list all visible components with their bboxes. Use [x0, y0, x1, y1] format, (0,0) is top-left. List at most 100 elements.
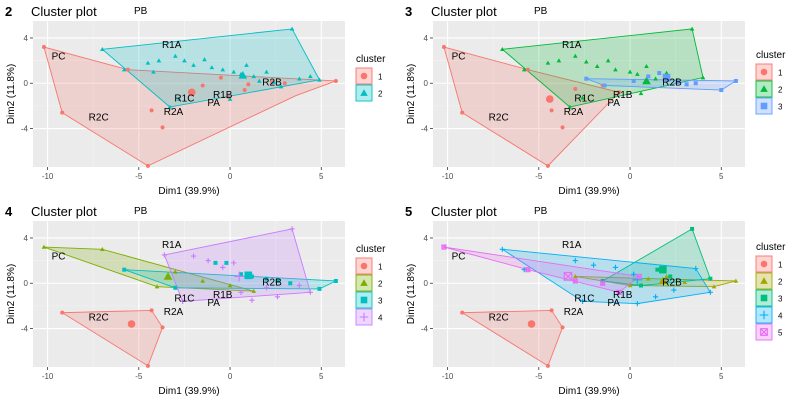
sample-label: PC — [452, 251, 466, 262]
legend-label: 1 — [778, 69, 783, 78]
cluster-hull-1 — [443, 46, 620, 167]
data-point-cluster-3 — [675, 80, 680, 85]
x-tick-label: 0 — [228, 372, 233, 381]
legend-item-2: 2 — [755, 80, 783, 98]
data-point-cluster-2 — [220, 67, 226, 72]
data-point-cluster-2 — [594, 63, 600, 68]
data-point-cluster-2 — [154, 284, 160, 289]
data-point-cluster-1 — [282, 81, 287, 86]
data-point-cluster-4 — [231, 260, 237, 266]
legend-item-1: 1 — [355, 257, 383, 275]
data-point-cluster-2 — [573, 274, 578, 279]
y-axis-title: Dim2 (11.8%) — [6, 64, 17, 124]
data-point-cluster-2 — [202, 57, 207, 62]
sample-label: R2B — [262, 78, 282, 89]
data-point-cluster-2 — [278, 84, 284, 89]
cluster-centroid-2 — [642, 76, 651, 85]
legend-key-marker — [760, 102, 768, 110]
y-tick-label: 4 — [24, 34, 29, 43]
data-point-cluster-5 — [616, 289, 622, 295]
panel-label: 4 — [5, 204, 13, 219]
data-point-cluster-1 — [60, 110, 65, 115]
data-point-cluster-4 — [205, 258, 211, 264]
sample-label: PC — [52, 251, 66, 262]
legend-key-marker — [760, 277, 768, 284]
x-tick-label: -5 — [535, 172, 543, 181]
legend-key-marker — [760, 68, 768, 76]
data-point-cluster-1 — [41, 45, 46, 50]
data-point-cluster-1 — [145, 163, 150, 168]
sample-label: R1B — [213, 90, 233, 101]
data-point-cluster-3 — [708, 276, 713, 281]
legend-item-4: 4 — [355, 308, 383, 326]
panel-label: 3 — [405, 4, 412, 19]
y-tick-label: -4 — [421, 325, 429, 334]
data-point-cluster-4 — [707, 289, 713, 295]
cluster-plot-panel-2: 2 Cluster plot -10 -5 0 5 -4 0 4 PB R1A PC R2C R2A R1C… — [5, 4, 386, 197]
data-point-cluster-2 — [176, 96, 182, 101]
data-point-cluster-1 — [226, 94, 231, 99]
panel-label: 2 — [5, 4, 12, 19]
plot-title: Cluster plot — [431, 4, 497, 19]
data-point-cluster-3 — [317, 286, 322, 291]
y-axis-title: Dim2 (11.8%) — [6, 264, 17, 324]
legend-item-3: 3 — [355, 291, 383, 309]
data-point-cluster-3 — [213, 260, 218, 265]
data-point-cluster-2 — [627, 283, 633, 288]
legend-title: cluster — [356, 244, 386, 255]
data-point-cluster-3 — [719, 88, 724, 93]
legend-item-4: 4 — [755, 306, 783, 324]
data-point-cluster-2 — [251, 288, 257, 293]
data-point-cluster-2 — [156, 58, 162, 63]
legend-item-2: 2 — [355, 274, 383, 292]
legend-key-marker — [759, 310, 769, 320]
y-axis-title: Dim2 (11.8%) — [406, 64, 417, 124]
x-tick-label: 5 — [719, 372, 724, 381]
data-point-cluster-4 — [499, 246, 505, 252]
sample-label: PA — [607, 298, 620, 309]
cluster-centroid-3 — [662, 73, 671, 82]
sample-label: R1C — [574, 93, 594, 104]
x-tick-label: 5 — [719, 172, 724, 181]
sample-label: PC — [452, 51, 466, 62]
data-point-cluster-1 — [149, 308, 154, 313]
data-point-cluster-3 — [646, 74, 651, 79]
data-point-cluster-3 — [122, 267, 127, 272]
x-axis-title: Dim1 (39.9%) — [158, 186, 219, 197]
x-tick-label: 0 — [628, 372, 633, 381]
legend-item-3: 3 — [755, 97, 783, 115]
cluster-centroid-3 — [659, 265, 667, 274]
data-point-cluster-4 — [180, 298, 186, 304]
data-point-cluster-4 — [580, 298, 586, 304]
data-point-cluster-2 — [41, 244, 47, 249]
x-tick-label: 0 — [628, 172, 633, 181]
data-point-cluster-5 — [572, 278, 578, 284]
x-tick-label: 5 — [319, 372, 324, 381]
sample-label: R1A — [562, 240, 582, 251]
data-point-cluster-5 — [636, 273, 642, 280]
data-point-cluster-2 — [638, 91, 644, 96]
data-point-cluster-3 — [239, 272, 243, 277]
data-point-cluster-4 — [220, 264, 226, 271]
x-tick-label: -5 — [535, 372, 543, 381]
data-point-cluster-3 — [690, 226, 695, 231]
data-point-cluster-2 — [545, 60, 551, 65]
data-point-cluster-4 — [289, 226, 295, 232]
legend-label: 3 — [378, 297, 383, 306]
data-point-cluster-3 — [333, 278, 338, 283]
data-point-cluster-2 — [182, 58, 187, 63]
y-tick-label: 4 — [424, 34, 429, 43]
sample-label: R2C — [89, 113, 109, 124]
data-point-cluster-4 — [631, 271, 637, 277]
sample-label: R2A — [564, 307, 584, 318]
legend-item-2: 2 — [355, 84, 383, 102]
sample-label: R1A — [162, 40, 182, 51]
data-point-cluster-2 — [297, 76, 302, 81]
sample-label: R1B — [613, 90, 633, 101]
data-point-cluster-3 — [684, 82, 689, 87]
legend-label: 5 — [778, 329, 783, 338]
panel-label: 5 — [405, 204, 412, 219]
legend-key-marker — [760, 85, 768, 92]
data-point-cluster-3 — [288, 281, 293, 286]
data-point-cluster-2 — [635, 71, 640, 76]
